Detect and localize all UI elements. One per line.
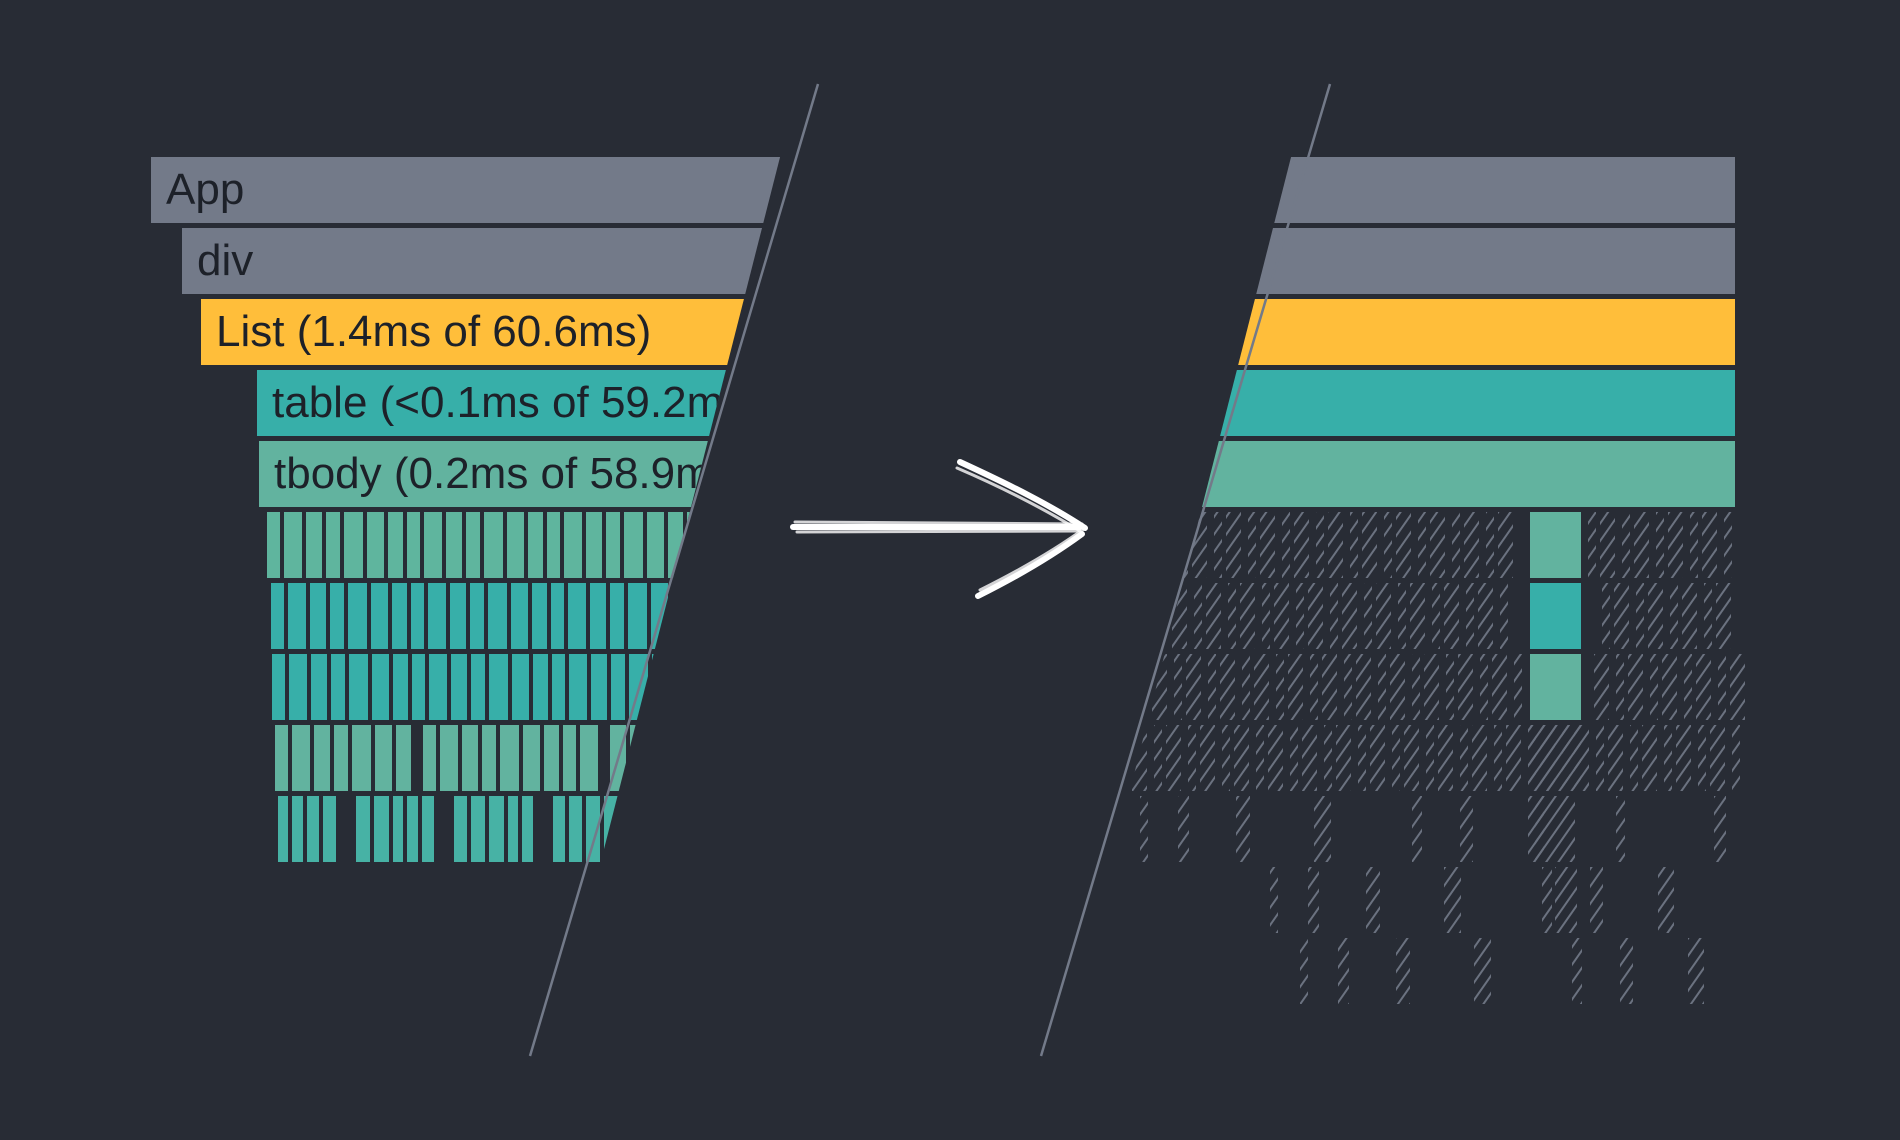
right-bar-3 — [1041, 299, 1735, 365]
left-child-row — [271, 583, 726, 649]
list-bar: List (1.4ms of 60.6ms) — [201, 299, 820, 365]
right-highlight-bar — [1530, 583, 1581, 649]
table-label: table (<0.1ms of 59.2ms) — [272, 378, 760, 427]
left-child-row — [267, 512, 722, 578]
right-highlight-bar — [1530, 654, 1581, 720]
right-divider-line — [1039, 83, 1332, 1057]
right-bar-1 — [1041, 157, 1735, 223]
div-bar: div — [182, 228, 820, 294]
right-hatched-row — [1270, 867, 1674, 933]
right-flamegraph — [1041, 157, 1745, 1004]
right-hatched-row — [1160, 583, 1731, 649]
right-bar-5 — [1041, 441, 1735, 507]
left-child-row — [278, 796, 734, 862]
left-divider-line — [528, 83, 820, 1057]
app-bar: App — [151, 157, 820, 223]
right-hatched-row — [1300, 938, 1704, 1004]
right-bar-2 — [1041, 228, 1735, 294]
table-bar: table (<0.1ms of 59.2ms) — [257, 370, 820, 436]
right-hatched-row — [1140, 796, 1726, 862]
tbody-bar: tbody (0.2ms of 58.9ms) — [259, 441, 820, 507]
tbody-label: tbody (0.2ms of 58.9ms) — [274, 449, 748, 498]
div-label: div — [197, 236, 253, 285]
right-highlight-bar — [1530, 512, 1581, 578]
arrow-right-icon — [790, 459, 1088, 599]
app-label: App — [166, 165, 244, 214]
left-child-row — [272, 654, 727, 720]
left-flamegraph: App div List (1.4ms of 60.6ms) table (<0.1m… — [151, 157, 820, 862]
right-hatched-row — [1180, 512, 1732, 578]
right-hatched-row — [1140, 654, 1745, 720]
left-child-row — [275, 725, 724, 791]
list-label: List (1.4ms of 60.6ms) — [216, 307, 651, 356]
right-bar-4 — [1041, 370, 1735, 436]
right-hatched-row — [1120, 725, 1740, 791]
